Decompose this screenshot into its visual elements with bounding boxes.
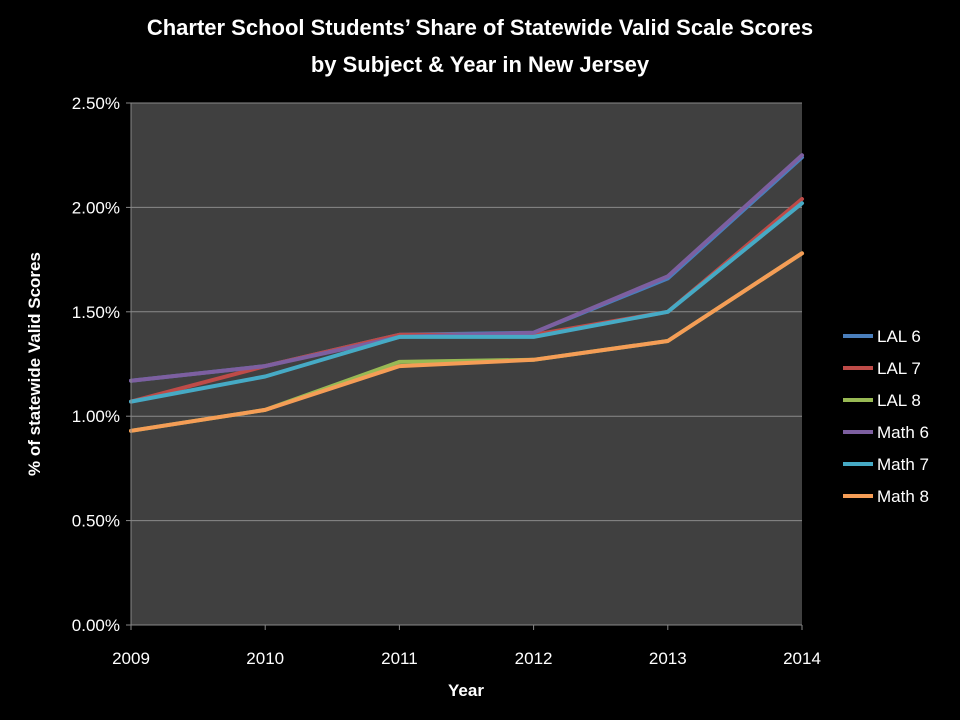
series-line-math-6 bbox=[129, 153, 804, 383]
legend: LAL 6 LAL 7 LAL 8 Math 6 Math 7 Math 8 bbox=[843, 327, 929, 506]
y-tick-label: 1.00% bbox=[72, 407, 120, 426]
legend-label-lal-7: LAL 7 bbox=[877, 359, 921, 378]
legend-label-math-8: Math 8 bbox=[877, 487, 929, 506]
y-tick-label: 1.50% bbox=[72, 303, 120, 322]
series-lines bbox=[129, 153, 804, 433]
y-tick-label: 2.50% bbox=[72, 94, 120, 113]
y-tick-label: 0.00% bbox=[72, 616, 120, 635]
series-line-math-8 bbox=[129, 251, 804, 433]
y-tick-label: 0.50% bbox=[72, 512, 120, 531]
x-axis-title: Year bbox=[448, 681, 484, 700]
legend-label-math-7: Math 7 bbox=[877, 455, 929, 474]
y-axis-title: % of statewide Valid Scores bbox=[25, 252, 44, 476]
legend-label-lal-6: LAL 6 bbox=[877, 327, 921, 346]
x-axis-ticks: 2009 2010 2011 2012 2013 2014 bbox=[112, 625, 821, 668]
x-tick-label: 2013 bbox=[649, 649, 687, 668]
x-tick-label: 2011 bbox=[381, 649, 418, 668]
x-tick-label: 2009 bbox=[112, 649, 150, 668]
y-tick-label: 2.00% bbox=[72, 198, 120, 217]
x-tick-label: 2014 bbox=[783, 649, 821, 668]
chart-title-line-1: Charter School Students’ Share of Statew… bbox=[147, 15, 813, 40]
gridlines bbox=[131, 102, 802, 522]
legend-label-lal-8: LAL 8 bbox=[877, 391, 921, 410]
legend-label-math-6: Math 6 bbox=[877, 423, 929, 442]
chart-title-line-2: by Subject & Year in New Jersey bbox=[311, 52, 650, 77]
y-axis-ticks: 0.00% 0.50% 1.00% 1.50% 2.00% 2.50% bbox=[72, 94, 131, 635]
x-tick-label: 2010 bbox=[246, 649, 284, 668]
series-line-math-7 bbox=[129, 201, 804, 404]
x-tick-label: 2012 bbox=[515, 649, 553, 668]
